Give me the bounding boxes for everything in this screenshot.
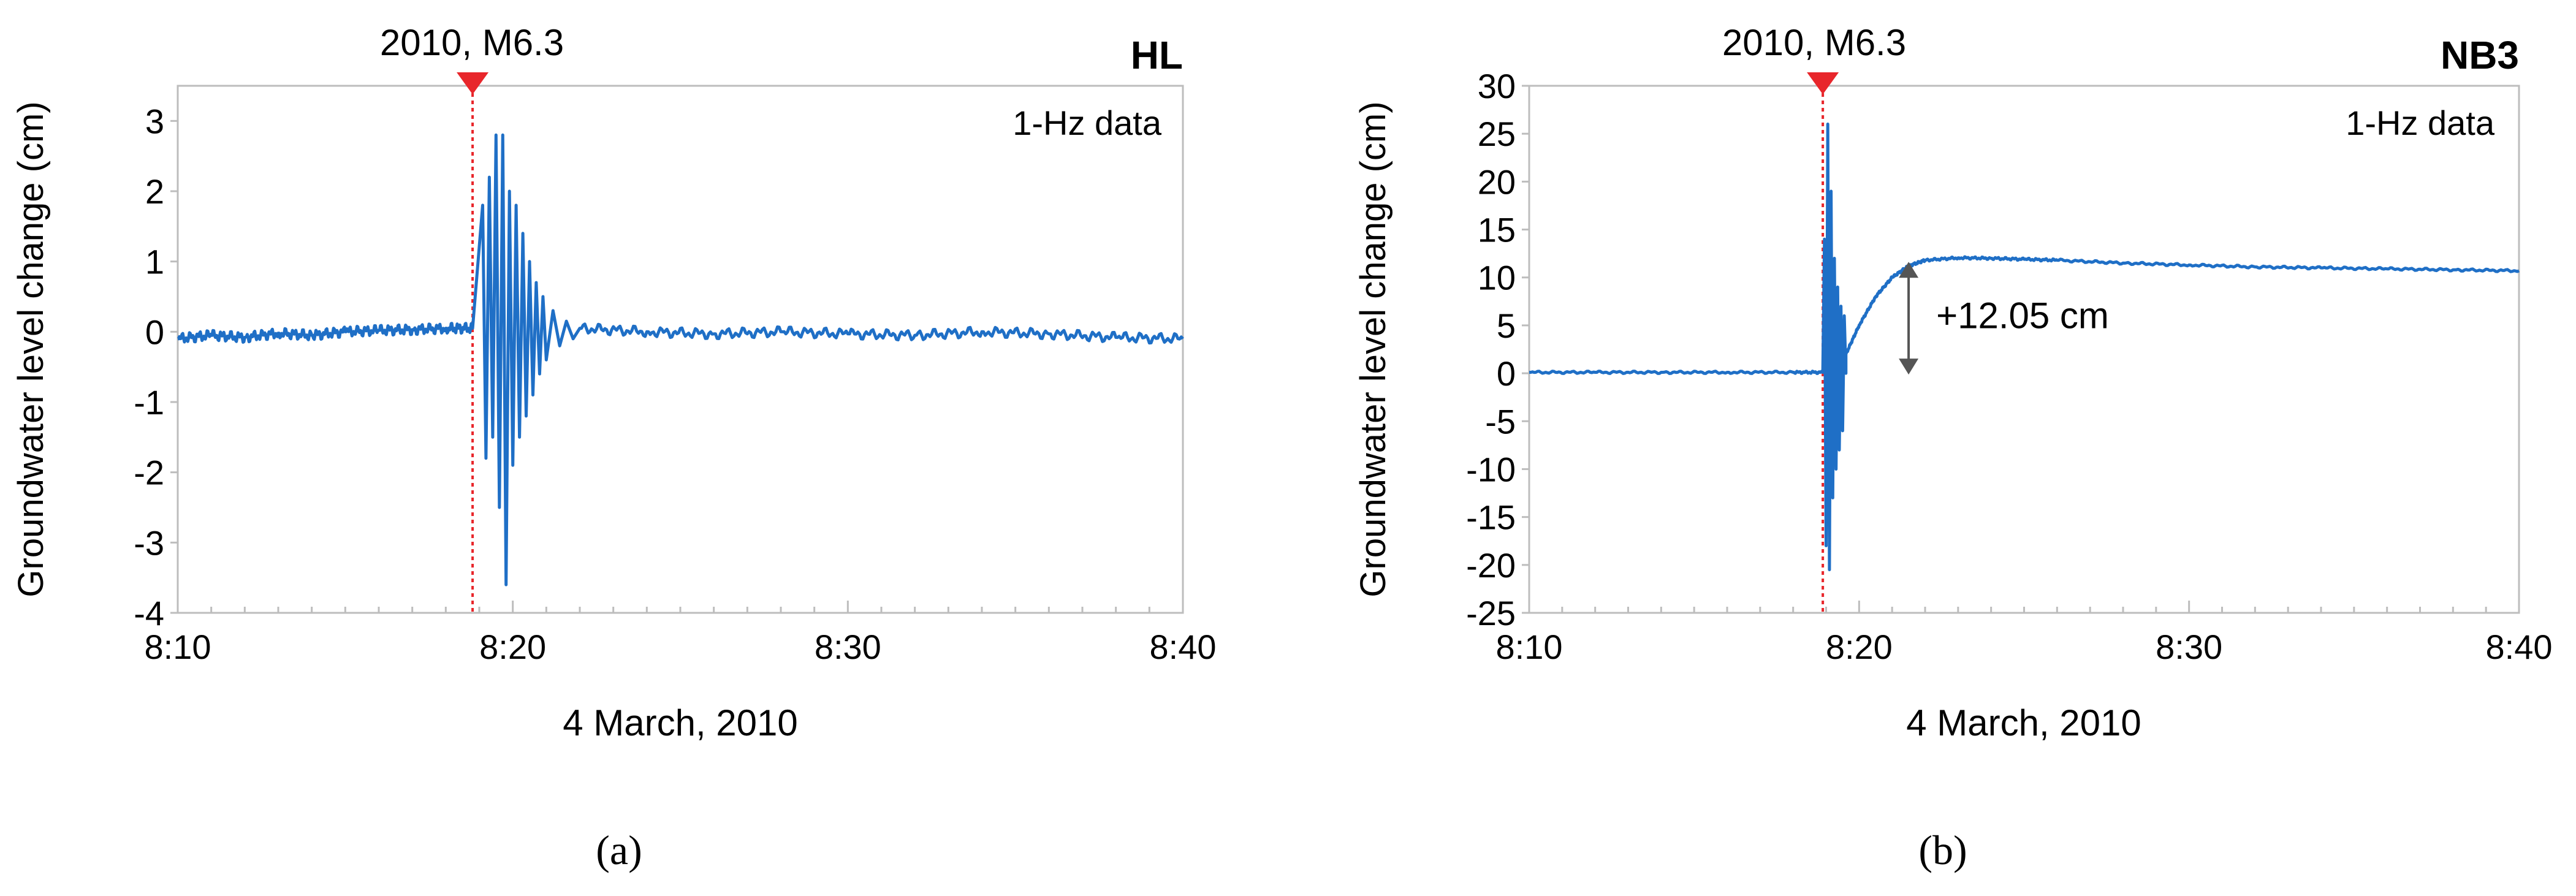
y-tick-label: 0 [1497,354,1516,393]
y-tick-label: 3 [145,102,164,140]
x-tick-label: 8:10 [1496,628,1563,666]
data-note-b: 1-Hz data [2346,104,2495,142]
y-tick-label: -1 [134,383,164,422]
x-tick-label: 8:30 [815,628,881,666]
y-tick-label: 25 [1478,115,1516,153]
y-tick-label: 2 [145,172,164,211]
y-tick-label: -25 [1466,594,1516,632]
x-axis-label-a: 4 March, 2010 [563,702,798,743]
y-tick-label: -10 [1466,450,1516,488]
panel-a: 2010, M6.3 HL 1-Hz data -4 -3 -2 -1 0 1 2 3 8:1… [11,22,1217,873]
series-line-b [1529,123,2520,572]
event-marker-a [457,72,489,94]
x-tick-label: 8:30 [2156,628,2222,666]
y-tick-label: -20 [1466,546,1516,585]
y-axis-b: -25 -20 -15 -10 -5 0 5 10 15 20 25 30 [1466,67,1529,632]
x-axis-label-b: 4 March, 2010 [1906,702,2141,743]
y-axis-label-b: Groundwater level change (cm) [1353,101,1393,597]
y-tick-label: 15 [1478,211,1516,249]
station-label-a: HL [1131,33,1183,77]
plot-frame-a [177,85,1184,614]
x-tick-label: 8:40 [1150,628,1217,666]
arrow-head-up [1899,262,1919,278]
arrow-head-down [1899,359,1919,375]
y-tick-label: -4 [134,594,164,632]
x-tick-label: 8:40 [2486,628,2553,666]
y-axis-a: -4 -3 -2 -1 0 1 2 3 [134,102,178,632]
panel-label-a: (a) [596,827,642,873]
station-label-b: NB3 [2441,33,2519,77]
x-tick-label: 8:10 [145,628,211,666]
y-tick-label: -2 [134,454,164,492]
event-marker-b [1807,72,1839,94]
event-label-b: 2010, M6.3 [1722,22,1906,63]
amplitude-arrow [1899,262,1919,375]
x-axis-a: 8:10 8:20 8:30 8:40 [145,601,1217,666]
y-tick-label: 0 [145,313,164,351]
y-axis-label-a: Groundwater level change (cm) [11,101,51,597]
y-tick-label: -3 [134,523,164,562]
plot-frame-b [1528,85,2520,614]
y-tick-label: 30 [1478,67,1516,105]
y-tick-label: 1 [145,243,164,281]
y-tick-label: 5 [1497,306,1516,345]
series-line-a [177,133,1184,587]
data-note-a: 1-Hz data [1013,104,1162,142]
event-label-a: 2010, M6.3 [380,22,564,63]
x-axis-b: 8:10 8:20 8:30 8:40 [1496,601,2553,666]
panel-b: 2010, M6.3 NB3 1-Hz data -25 -20 -15 -10 -5 0… [1353,22,2553,873]
y-tick-label: 20 [1478,162,1516,201]
panel-label-b: (b) [1918,827,1967,873]
y-tick-label: 10 [1478,259,1516,297]
amplitude-annotation: +12.05 cm [1936,295,2109,336]
y-tick-label: -15 [1466,498,1516,537]
x-tick-label: 8:20 [479,628,546,666]
x-tick-label: 8:20 [1826,628,1893,666]
y-tick-label: -5 [1485,402,1516,441]
